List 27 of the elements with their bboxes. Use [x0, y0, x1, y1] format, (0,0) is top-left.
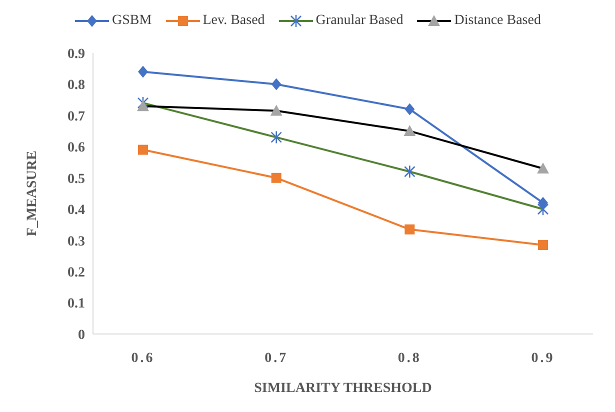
x-tick-label: 0.6 [131, 350, 155, 366]
x-tick-label: 0.9 [531, 350, 555, 366]
legend-label: Granular Based [314, 13, 404, 29]
legend-label: Lev. Based [202, 13, 265, 29]
y-tick-label: 0.6 [68, 140, 85, 156]
y-tick-label: 0.5 [68, 172, 85, 187]
y-tick-label: 0.3 [68, 234, 85, 250]
y-tick-label: 0.2 [68, 266, 85, 281]
x-axis-title: SIMILARITY THRESHOLD [254, 381, 432, 396]
y-tick-label: 0.7 [68, 109, 85, 124]
point [138, 144, 148, 155]
y-tick-label: 0.4 [68, 203, 85, 218]
point [271, 172, 282, 183]
y-tick-label: 0.1 [68, 296, 85, 312]
y-axis-title: F_MEASURE [24, 150, 40, 236]
legend-label: Distance Based [453, 13, 541, 29]
y-tick-label: 0.9 [68, 46, 85, 62]
legend-label: GSBM [111, 13, 152, 29]
x-tick-label: 0.7 [264, 350, 288, 366]
point [404, 224, 415, 234]
y-tick-label: 0.8 [68, 78, 85, 94]
y-tick-label: 0 [78, 328, 85, 343]
x-tick-label: 0.8 [398, 350, 422, 366]
point [138, 66, 148, 78]
point [404, 103, 415, 116]
point [538, 240, 548, 250]
point [271, 78, 282, 90]
